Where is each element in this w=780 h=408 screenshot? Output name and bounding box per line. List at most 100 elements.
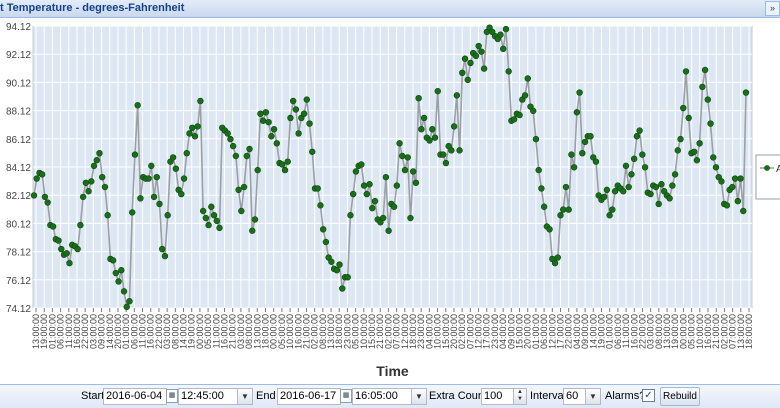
data-point [407, 214, 414, 222]
data-point [63, 250, 70, 257]
rebuild-button[interactable]: Rebuild [660, 387, 700, 406]
x-tick-label: 02:00:00 [310, 314, 320, 349]
data-point [442, 159, 450, 167]
data-point [180, 175, 188, 182]
data-point [202, 214, 210, 222]
data-point [478, 48, 485, 55]
data-point [390, 203, 398, 210]
extra-count-field[interactable]: 100 [481, 388, 515, 405]
data-point [415, 94, 422, 102]
data-point [371, 197, 379, 205]
x-tick-label: 22:00:00 [154, 314, 164, 349]
end-date-field[interactable]: 2016-06-17 [277, 388, 341, 405]
data-point [516, 111, 523, 119]
x-tick-label: 16:00:00 [293, 314, 303, 349]
data-point [254, 166, 261, 174]
data-point [213, 217, 220, 225]
data-point [521, 92, 529, 99]
x-tick-label: 08:00:00 [170, 314, 180, 349]
data-point [399, 152, 406, 160]
chevron-down-icon[interactable]: ▼ [237, 388, 253, 405]
data-point [524, 75, 531, 82]
data-point [363, 190, 371, 198]
data-point [737, 175, 744, 182]
data-point [718, 178, 725, 185]
x-tick-label: 09:00:00 [97, 314, 107, 349]
data-point [88, 178, 95, 185]
x-tick-label: 00:00:00 [195, 314, 205, 349]
data-point [729, 183, 736, 191]
x-tick-label: 01:00:00 [47, 314, 57, 349]
x-tick-label: 13:00:00 [326, 314, 336, 349]
chart-panel: 74.12 76.12 78.12 80.12 82.12 84.12 86.12 88.12… [0, 18, 780, 384]
x-tick-label: 12:00:00 [547, 314, 557, 349]
data-point [579, 149, 586, 157]
collapse-icon[interactable]: » [765, 1, 780, 16]
x-tick-label: 06:00:00 [539, 314, 549, 349]
x-tick-label: 08:00:00 [244, 314, 254, 349]
data-point [118, 267, 125, 274]
data-point [573, 109, 581, 116]
x-tick-label: 14:00:00 [105, 314, 115, 349]
data-point [55, 237, 62, 244]
bottom-toolbar: Start 2016-06-04 ▦ 12:45:00 ▼ End 2016-0… [0, 384, 780, 408]
data-point [257, 110, 264, 117]
x-tick-label: 03:00:00 [236, 314, 246, 349]
start-date-field[interactable]: 2016-06-04 [103, 388, 167, 405]
data-point [30, 192, 38, 199]
data-point [284, 158, 291, 165]
data-point [309, 148, 316, 155]
x-tick-label: 15:00:00 [441, 314, 451, 349]
legend-label: A [776, 164, 780, 175]
data-point [197, 97, 204, 105]
data-point [33, 175, 40, 182]
data-point [347, 212, 354, 219]
data-point [186, 130, 193, 137]
data-point [401, 166, 409, 174]
data-point [101, 183, 109, 191]
chevron-down-icon[interactable]: ▼ [411, 388, 427, 405]
data-point [628, 171, 635, 178]
data-point [742, 89, 750, 96]
data-point [79, 193, 87, 201]
data-point [232, 152, 240, 160]
data-point [349, 190, 357, 198]
x-axis-title: Time [376, 363, 409, 379]
chevron-down-icon[interactable]: ▼ [585, 388, 601, 405]
data-point [317, 202, 324, 209]
data-point [723, 202, 731, 209]
y-tick-label: 86.12 [6, 135, 31, 146]
data-point [161, 252, 169, 260]
data-point [467, 59, 474, 67]
x-tick-label: 16:00:00 [629, 314, 639, 349]
data-point [576, 89, 583, 96]
data-point [502, 25, 510, 33]
x-tick-label: 02:00:00 [457, 314, 467, 349]
data-point [551, 259, 559, 267]
interval-field[interactable]: 60 [563, 388, 587, 405]
start-time-field[interactable]: 12:45:00 [178, 388, 239, 405]
x-tick-label: 07:00:00 [392, 314, 402, 349]
data-point [358, 161, 365, 168]
calendar-icon[interactable]: ▦ [166, 389, 178, 403]
end-time-field[interactable]: 16:05:00 [352, 388, 413, 405]
y-tick-label: 80.12 [6, 219, 31, 230]
data-point [216, 224, 223, 232]
y-tick-label: 82.12 [6, 191, 31, 202]
data-point [666, 195, 673, 202]
data-point [333, 267, 341, 274]
data-point [412, 179, 420, 186]
x-tick-label: 03:00:00 [646, 314, 656, 349]
x-tick-label: 02:00:00 [383, 314, 393, 349]
extra-count-label: Extra Count [429, 390, 488, 402]
calendar-icon[interactable]: ▦ [340, 389, 352, 403]
x-tick-label: 00:00:00 [269, 314, 279, 349]
data-point [199, 207, 207, 215]
spinner-icon[interactable]: ▲ ▼ [513, 388, 527, 405]
data-point [731, 175, 739, 182]
alarms-checkbox[interactable]: ✓ [642, 389, 655, 402]
data-point [319, 226, 327, 233]
x-tick-label: 21:00:00 [301, 314, 311, 349]
x-tick-label: 02:00:00 [719, 314, 729, 349]
data-point [240, 183, 248, 191]
